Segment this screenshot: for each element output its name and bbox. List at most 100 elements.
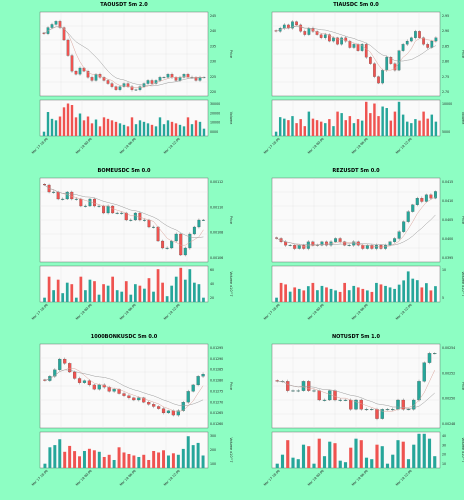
candle — [312, 388, 316, 393]
candle-body — [122, 393, 126, 396]
price-tick-label: 0.0410 — [442, 199, 453, 203]
candle — [369, 56, 372, 65]
chart-title: TIAUSDC 5m 0.0 — [333, 2, 379, 8]
volume-tick-label: 30000 — [210, 102, 220, 106]
chart-panel-tiausdc: TIAUSDC 5m 0.0 2.95 2.90 2.85 2.80 2.75 2.70 Pr… — [232, 0, 464, 166]
ma-fast-line — [43, 26, 205, 88]
candle-body — [401, 44, 405, 51]
candle — [192, 225, 196, 236]
volume-axis-label: Volume — [229, 112, 233, 125]
candle-body — [409, 37, 413, 42]
volume-bar — [93, 281, 96, 302]
candle-body — [286, 381, 290, 391]
volume-bar — [124, 281, 128, 302]
candle — [197, 218, 201, 229]
candle-body — [359, 399, 363, 410]
candle-body — [120, 212, 124, 214]
candle — [295, 20, 298, 26]
volume-bar — [384, 285, 387, 302]
volume-bar — [47, 276, 51, 302]
volume-bar — [427, 438, 432, 468]
candle — [293, 243, 297, 251]
candle — [338, 398, 342, 402]
candle-body — [360, 44, 364, 51]
chart-svg: 1000BONKUSDC 5m 0.0 0.01295 0.01290 0.01285… — [31, 334, 233, 487]
candle-body — [354, 399, 358, 410]
candle-body — [370, 245, 374, 249]
volume-bar — [154, 126, 158, 136]
volume-bar — [406, 271, 410, 302]
volume-tick-label: 30 — [442, 443, 446, 447]
volume-bar — [147, 278, 151, 302]
volume-bar — [196, 442, 200, 468]
volume-bar — [79, 276, 83, 302]
candle — [402, 220, 406, 233]
candle-body — [424, 194, 428, 202]
candle — [122, 82, 126, 88]
candle — [196, 374, 200, 387]
volume-bar — [110, 120, 114, 136]
candle — [348, 39, 352, 49]
candle-body — [288, 245, 292, 246]
volume-bar — [328, 119, 331, 136]
volume-bar — [324, 123, 327, 136]
candle — [70, 190, 74, 201]
candle-body — [152, 404, 156, 407]
candle-body — [188, 233, 192, 249]
price-tick-label: 225 — [210, 75, 216, 79]
volume-bar — [186, 117, 190, 136]
candle-body — [385, 57, 389, 71]
volume-bar — [197, 284, 201, 302]
volume-bar — [50, 118, 54, 136]
candle-body — [338, 238, 342, 242]
volume-bar — [70, 105, 74, 136]
volume-bar — [178, 124, 182, 136]
candle-body — [78, 67, 82, 75]
volume-bar — [306, 286, 310, 302]
candle — [411, 203, 415, 213]
price-tick-label: 0.00252 — [442, 371, 455, 375]
chart-title: NOTUSDT 5m 1.0 — [332, 334, 381, 340]
volume-bar — [111, 276, 115, 302]
volume-bar — [94, 119, 98, 136]
candle — [114, 85, 118, 91]
candle — [138, 211, 142, 222]
volume-bar — [412, 444, 416, 468]
volume-bar — [142, 121, 146, 136]
candle-body — [282, 24, 286, 29]
volume-bar — [157, 452, 161, 468]
volume-bar — [150, 124, 154, 136]
x-tick-label: Mar 18 12:00 — [395, 303, 413, 321]
volume-bar — [188, 269, 192, 302]
candle-body — [86, 71, 90, 78]
volume-bar — [42, 131, 46, 136]
candle — [165, 246, 169, 250]
x-tick-label: Mar 18 06:00 — [119, 137, 137, 155]
candle-body — [112, 389, 116, 392]
volume-bar — [426, 118, 429, 136]
price-grid — [272, 178, 440, 262]
volume-bar — [425, 283, 428, 302]
x-tick-label: Mar 17 18:00 — [263, 303, 281, 321]
candle — [65, 190, 69, 201]
candle-body — [296, 390, 300, 392]
price-tick-label: 0.0415 — [442, 180, 453, 184]
volume-bar — [86, 116, 90, 136]
candle — [77, 376, 82, 385]
candle-body — [162, 77, 166, 79]
volume-tick-label: 10000 — [442, 102, 452, 106]
volume-bar — [48, 447, 52, 468]
volume-bar — [190, 124, 194, 136]
volume-bar — [52, 290, 55, 302]
volume-bar — [334, 290, 337, 302]
candle-body — [406, 409, 411, 411]
candle — [429, 193, 433, 200]
volume-bar — [143, 288, 146, 302]
candle-body — [126, 83, 130, 87]
candle-body — [142, 397, 146, 403]
volume-bar — [56, 279, 60, 302]
candle — [63, 357, 67, 365]
volume-bar — [158, 117, 162, 136]
candle — [152, 225, 155, 229]
candle — [325, 240, 328, 247]
